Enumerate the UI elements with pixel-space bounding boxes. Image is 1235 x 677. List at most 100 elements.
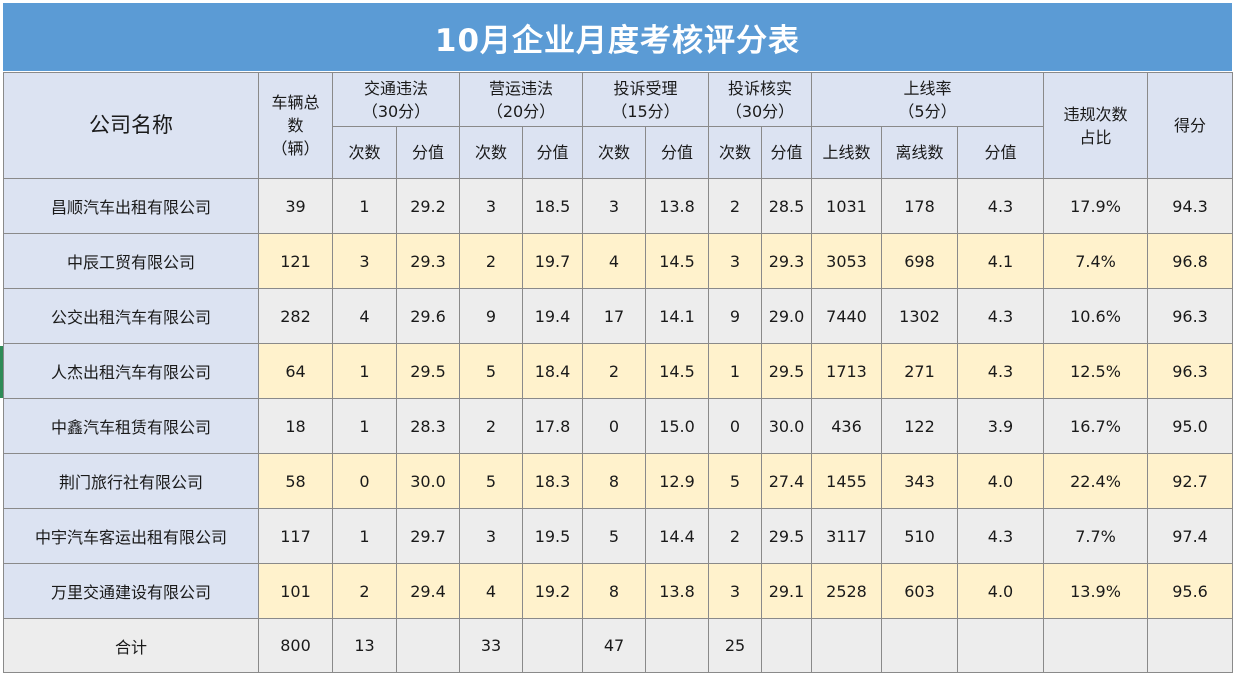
cell-total-op-count[interactable]: 33 <box>459 618 523 673</box>
cell-online-points[interactable]: 3.9 <box>956 398 1045 454</box>
cell-empty[interactable] <box>396 618 460 673</box>
cell-traffic-points[interactable]: 30.0 <box>396 453 460 509</box>
subheader-offline-count[interactable]: 离线数 <box>881 126 958 179</box>
cell-ca-count[interactable]: 4 <box>582 233 646 289</box>
cell-vehicles[interactable]: 121 <box>258 233 333 289</box>
cell-score[interactable]: 94.3 <box>1147 178 1234 234</box>
cell-ca-points[interactable]: 13.8 <box>645 178 709 234</box>
cell-op-count[interactable]: 3 <box>459 178 523 234</box>
cell-company-name[interactable]: 昌顺汽车出租有限公司 <box>3 178 259 234</box>
cell-cv-count[interactable]: 0 <box>708 398 762 454</box>
cell-company-name[interactable]: 人杰出租汽车有限公司 <box>3 343 259 399</box>
cell-op-count[interactable]: 5 <box>459 453 523 509</box>
cell-op-count[interactable]: 5 <box>459 343 523 399</box>
cell-op-count[interactable]: 9 <box>459 288 523 344</box>
cell-company-name[interactable]: 中宇汽车客运出租有限公司 <box>3 508 259 564</box>
cell-offline[interactable]: 178 <box>881 178 958 234</box>
subheader-online-points[interactable]: 分值 <box>956 126 1045 179</box>
header-online-rate[interactable]: 上线率 （5分） <box>810 72 1045 127</box>
header-vehicles[interactable]: 车辆总 数 （辆） <box>258 72 333 179</box>
cell-company-name[interactable]: 公交出租汽车有限公司 <box>3 288 259 344</box>
header-violation-ratio[interactable]: 违规次数 占比 <box>1043 72 1149 179</box>
header-operation[interactable]: 营运违法 （20分） <box>459 72 583 127</box>
subheader-traffic-points[interactable]: 分值 <box>396 126 460 179</box>
cell-empty[interactable] <box>1147 618 1234 673</box>
cell-op-count[interactable]: 2 <box>459 233 523 289</box>
header-score[interactable]: 得分 <box>1147 72 1234 179</box>
cell-vehicles[interactable]: 58 <box>258 453 333 509</box>
header-complaint-accept[interactable]: 投诉受理 （15分） <box>582 72 709 127</box>
cell-score[interactable]: 96.8 <box>1147 233 1234 289</box>
cell-ca-points[interactable]: 14.1 <box>645 288 709 344</box>
cell-online[interactable]: 7440 <box>811 288 882 344</box>
cell-empty[interactable] <box>1043 618 1149 673</box>
cell-ratio[interactable]: 13.9% <box>1043 563 1149 619</box>
cell-vehicles[interactable]: 64 <box>258 343 333 399</box>
cell-traffic-count[interactable]: 2 <box>332 563 397 619</box>
cell-traffic-points[interactable]: 29.4 <box>396 563 460 619</box>
cell-traffic-count[interactable]: 3 <box>332 233 397 289</box>
cell-online[interactable]: 436 <box>811 398 882 454</box>
cell-op-points[interactable]: 18.5 <box>522 178 583 234</box>
cell-ca-points[interactable]: 13.8 <box>645 563 709 619</box>
subheader-op-count[interactable]: 次数 <box>459 126 523 179</box>
subheader-ca-count[interactable]: 次数 <box>582 126 646 179</box>
header-company[interactable]: 公司名称 <box>3 72 259 179</box>
subheader-cv-count[interactable]: 次数 <box>708 126 762 179</box>
subheader-traffic-count[interactable]: 次数 <box>332 126 397 179</box>
cell-vehicles[interactable]: 282 <box>258 288 333 344</box>
cell-ratio[interactable]: 17.9% <box>1043 178 1149 234</box>
cell-ratio[interactable]: 22.4% <box>1043 453 1149 509</box>
cell-op-count[interactable]: 4 <box>459 563 523 619</box>
cell-ca-points[interactable]: 12.9 <box>645 453 709 509</box>
cell-company-name[interactable]: 万里交通建设有限公司 <box>3 563 259 619</box>
cell-traffic-points[interactable]: 29.3 <box>396 233 460 289</box>
cell-offline[interactable]: 603 <box>881 563 958 619</box>
cell-online-points[interactable]: 4.0 <box>956 563 1045 619</box>
cell-offline[interactable]: 698 <box>881 233 958 289</box>
cell-cv-points[interactable]: 29.5 <box>761 343 812 399</box>
cell-company-name[interactable]: 中辰工贸有限公司 <box>3 233 259 289</box>
cell-score[interactable]: 96.3 <box>1147 288 1234 344</box>
cell-ca-points[interactable]: 14.5 <box>645 343 709 399</box>
cell-empty[interactable] <box>761 618 812 673</box>
cell-ca-count[interactable]: 3 <box>582 178 646 234</box>
cell-op-points[interactable]: 19.2 <box>522 563 583 619</box>
cell-score[interactable]: 95.6 <box>1147 563 1234 619</box>
cell-empty[interactable] <box>645 618 709 673</box>
cell-online-points[interactable]: 4.3 <box>956 178 1045 234</box>
cell-ca-count[interactable]: 5 <box>582 508 646 564</box>
cell-op-count[interactable]: 2 <box>459 398 523 454</box>
cell-ratio[interactable]: 16.7% <box>1043 398 1149 454</box>
subheader-online-count[interactable]: 上线数 <box>811 126 882 179</box>
cell-traffic-count[interactable]: 1 <box>332 178 397 234</box>
cell-total-ca-count[interactable]: 47 <box>582 618 646 673</box>
cell-cv-count[interactable]: 2 <box>708 508 762 564</box>
cell-traffic-points[interactable]: 29.2 <box>396 178 460 234</box>
cell-traffic-points[interactable]: 28.3 <box>396 398 460 454</box>
cell-online[interactable]: 1713 <box>811 343 882 399</box>
cell-op-points[interactable]: 18.3 <box>522 453 583 509</box>
cell-ca-count[interactable]: 8 <box>582 453 646 509</box>
cell-vehicles[interactable]: 101 <box>258 563 333 619</box>
cell-offline[interactable]: 510 <box>881 508 958 564</box>
cell-op-points[interactable]: 18.4 <box>522 343 583 399</box>
cell-ratio[interactable]: 12.5% <box>1043 343 1149 399</box>
cell-ratio[interactable]: 7.4% <box>1043 233 1149 289</box>
cell-total-vehicles[interactable]: 800 <box>258 618 333 673</box>
cell-empty[interactable] <box>811 618 882 673</box>
cell-offline[interactable]: 271 <box>881 343 958 399</box>
cell-cv-points[interactable]: 28.5 <box>761 178 812 234</box>
cell-cv-points[interactable]: 27.4 <box>761 453 812 509</box>
cell-ratio[interactable]: 10.6% <box>1043 288 1149 344</box>
cell-vehicles[interactable]: 117 <box>258 508 333 564</box>
cell-online-points[interactable]: 4.1 <box>956 233 1045 289</box>
cell-cv-points[interactable]: 30.0 <box>761 398 812 454</box>
cell-total-cv-count[interactable]: 25 <box>708 618 762 673</box>
cell-online[interactable]: 1455 <box>811 453 882 509</box>
cell-online-points[interactable]: 4.3 <box>956 288 1045 344</box>
cell-op-count[interactable]: 3 <box>459 508 523 564</box>
cell-score[interactable]: 97.4 <box>1147 508 1234 564</box>
cell-ca-count[interactable]: 17 <box>582 288 646 344</box>
header-traffic[interactable]: 交通违法 （30分） <box>332 72 460 127</box>
